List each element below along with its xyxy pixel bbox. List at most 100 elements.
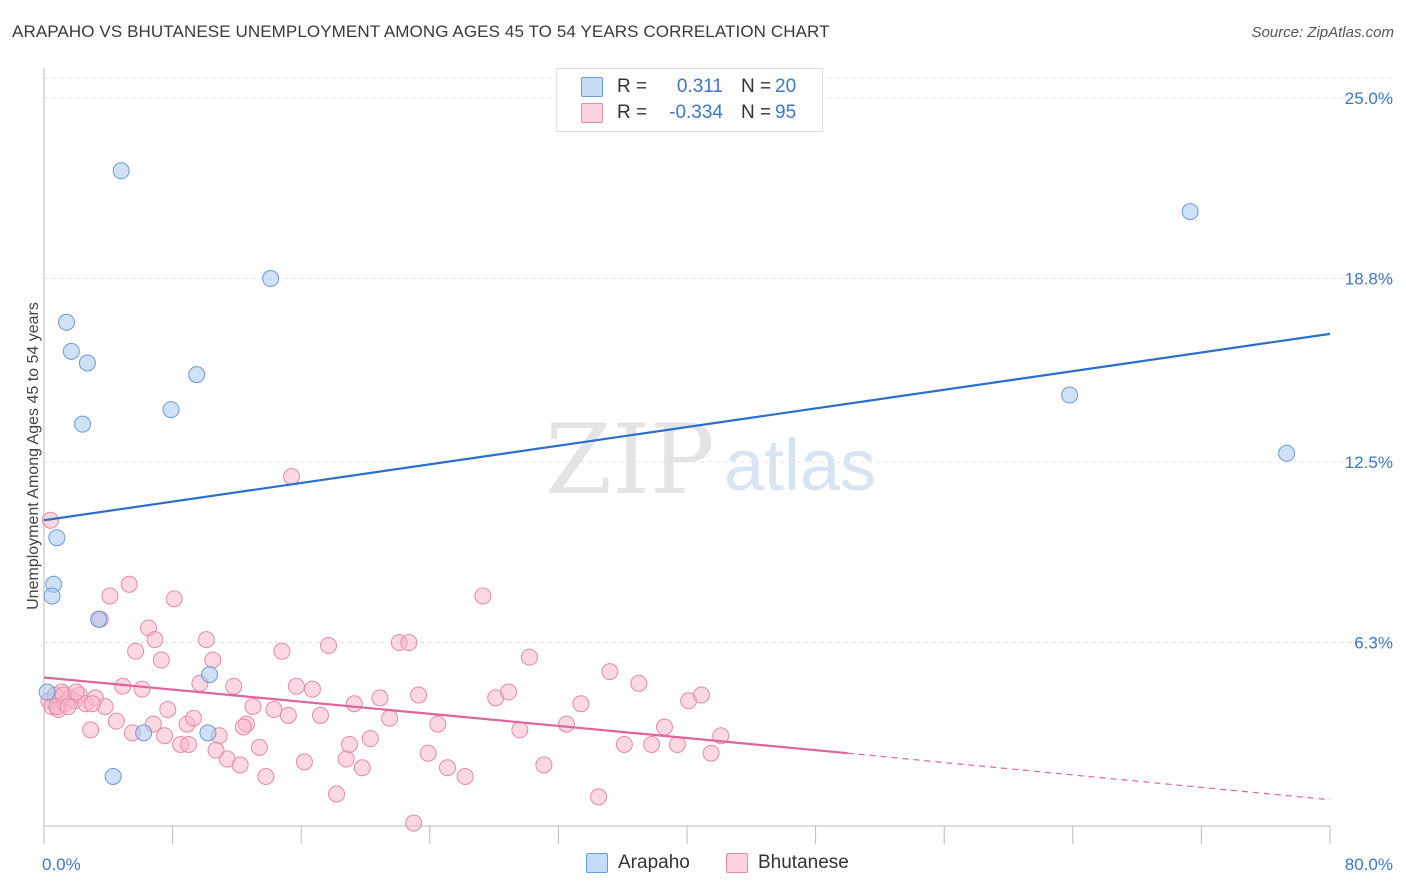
data-point-bhutanese — [320, 636, 338, 654]
data-point-bhutanese — [601, 663, 619, 681]
legend-swatch-arapaho — [581, 77, 603, 97]
data-point-arapaho — [1278, 444, 1296, 462]
y-tick-label: 18.8% — [1345, 270, 1393, 289]
data-point-bhutanese — [273, 642, 291, 660]
source-label: Source: ZipAtlas.com — [1251, 24, 1394, 41]
points-layer — [38, 162, 1296, 832]
data-point-bhutanese — [535, 756, 553, 774]
data-point-bhutanese — [643, 735, 661, 753]
bottom-legend-swatch-bhutanese — [726, 853, 748, 873]
data-point-bhutanese — [328, 785, 346, 803]
y-tick-label: 12.5% — [1345, 453, 1393, 472]
bottom-legend-swatch-arapaho — [586, 853, 608, 873]
tick-label-layer: 6.3% 12.5% 18.8% 25.0% 0.0% 80.0% — [42, 89, 1393, 874]
legend-r-label: R = — [617, 102, 648, 123]
data-point-bhutanese — [127, 642, 145, 660]
data-point-bhutanese — [337, 750, 355, 768]
data-point-arapaho — [43, 587, 61, 605]
data-point-bhutanese — [668, 735, 686, 753]
data-point-bhutanese — [265, 701, 283, 719]
grid-layer — [44, 77, 1392, 644]
data-point-bhutanese — [120, 575, 138, 593]
legend-n-value: 20 — [775, 76, 797, 97]
data-point-arapaho — [58, 313, 76, 331]
legend-n-label: N = — [741, 76, 772, 97]
bottom-legend-label-bhutanese: Bhutanese — [758, 852, 849, 873]
data-point-bhutanese — [410, 686, 428, 704]
data-point-bhutanese — [311, 706, 329, 724]
data-point-bhutanese — [146, 631, 164, 649]
data-point-arapaho — [135, 724, 153, 742]
data-point-bhutanese — [456, 767, 474, 785]
data-point-arapaho — [90, 610, 108, 628]
data-point-bhutanese — [287, 677, 305, 695]
data-point-bhutanese — [405, 814, 423, 832]
data-point-bhutanese — [361, 730, 379, 748]
data-point-bhutanese — [244, 698, 262, 716]
data-point-bhutanese — [204, 651, 222, 669]
legend-r-value: -0.334 — [669, 102, 723, 123]
data-point-arapaho — [201, 666, 219, 684]
data-point-arapaho — [48, 529, 66, 547]
data-point-arapaho — [74, 415, 92, 433]
legend-r-label: R = — [617, 76, 648, 97]
bottom-legend-bhutanese: Bhutanese — [726, 852, 849, 874]
data-point-bhutanese — [184, 709, 202, 727]
data-point-bhutanese — [207, 741, 225, 759]
bottom-legend: Arapaho Bhutanese — [0, 852, 1406, 876]
data-point-bhutanese — [250, 738, 268, 756]
data-point-bhutanese — [572, 695, 590, 713]
watermark: ZIP atlas — [545, 404, 876, 516]
legend-n-label: N = — [741, 102, 772, 123]
y-tick-label: 6.3% — [1354, 634, 1393, 653]
data-point-arapaho — [1181, 203, 1199, 221]
data-point-bhutanese — [279, 706, 297, 724]
data-point-bhutanese — [345, 695, 363, 713]
data-point-bhutanese — [67, 683, 85, 701]
data-point-bhutanese — [615, 735, 633, 753]
data-point-bhutanese — [180, 735, 198, 753]
data-point-bhutanese — [590, 788, 608, 806]
data-point-bhutanese — [655, 718, 673, 736]
x-tick-label-min: 0.0% — [42, 855, 81, 874]
data-point-bhutanese — [234, 718, 252, 736]
data-point-bhutanese — [152, 651, 170, 669]
data-point-bhutanese — [712, 727, 730, 745]
trend-line-bhutanese — [43, 676, 848, 755]
x-tick-label-max: 80.0% — [1345, 855, 1393, 874]
legend-row-bhutanese: R = -0.334 N = 95 — [581, 101, 796, 125]
data-point-bhutanese — [340, 735, 358, 753]
data-point-bhutanese — [438, 759, 456, 777]
watermark-atlas: atlas — [724, 426, 876, 506]
data-point-bhutanese — [500, 683, 518, 701]
data-point-arapaho — [1061, 386, 1079, 404]
data-point-arapaho — [188, 366, 206, 384]
y-axis-label: Unemployment Among Ages 45 to 54 years — [25, 302, 42, 610]
data-point-bhutanese — [133, 680, 151, 698]
data-point-bhutanese — [371, 689, 389, 707]
data-point-bhutanese — [353, 759, 371, 777]
data-point-bhutanese — [429, 715, 447, 733]
data-point-bhutanese — [107, 712, 125, 730]
data-point-bhutanese — [474, 587, 492, 605]
trend-line-dashed-bhutanese — [847, 752, 1331, 801]
data-point-arapaho — [104, 767, 122, 785]
data-point-arapaho — [78, 354, 96, 372]
trend-layer — [43, 332, 1331, 801]
data-point-bhutanese — [303, 680, 321, 698]
data-point-bhutanese — [159, 701, 177, 719]
data-point-arapaho — [62, 342, 80, 360]
data-point-bhutanese — [59, 698, 77, 716]
legend-row-arapaho: R = 0.311 N = 20 — [581, 75, 796, 99]
data-point-bhutanese — [165, 590, 183, 608]
y-tick-label: 25.0% — [1345, 89, 1393, 108]
watermark-zip: ZIP — [545, 404, 714, 516]
trend-line-arapaho — [43, 332, 1331, 522]
data-point-bhutanese — [630, 674, 648, 692]
data-point-bhutanese — [101, 587, 119, 605]
data-point-bhutanese — [257, 767, 275, 785]
data-point-bhutanese — [692, 686, 710, 704]
data-point-bhutanese — [381, 709, 399, 727]
legend-swatch-bhutanese — [581, 103, 603, 123]
